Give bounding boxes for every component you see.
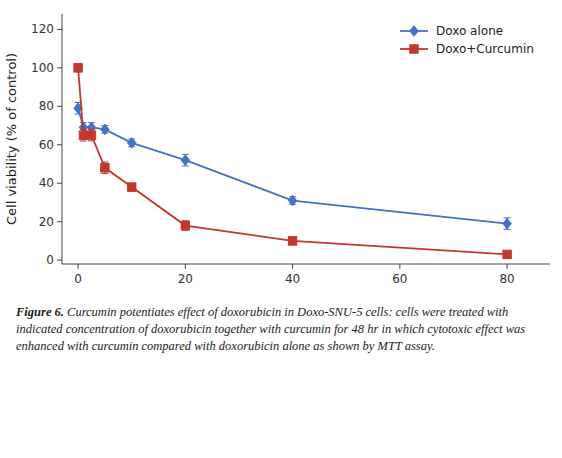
error-bar (80, 129, 87, 141)
x-tick-label: 20 (178, 272, 193, 286)
series-line (78, 68, 507, 255)
point (79, 131, 87, 139)
legend: Doxo alone Doxo+Curcumin (400, 24, 534, 56)
x-tick-label: 80 (499, 272, 514, 286)
error-bar (88, 129, 95, 141)
point (128, 183, 136, 191)
error-bar (75, 64, 82, 72)
y-tick-label: 120 (31, 22, 54, 36)
point (101, 164, 109, 172)
x-tick (185, 264, 186, 269)
error-bar (289, 237, 296, 245)
caption: Figure 6. Curcumin potentiates effect of… (16, 304, 548, 355)
caption-text: Curcumin potentiates effect of doxorubic… (16, 305, 525, 353)
y-tick (57, 183, 62, 184)
x-tick (507, 264, 508, 269)
error-bar (101, 162, 108, 174)
plot-area (74, 64, 511, 259)
y-tick (57, 144, 62, 145)
point (503, 218, 511, 229)
error-bar (182, 221, 189, 231)
y-tick-label: 20 (39, 215, 54, 229)
point (87, 131, 95, 139)
x-tick-label: 0 (74, 272, 82, 286)
series (74, 102, 511, 229)
error-bar (128, 183, 135, 191)
point (288, 237, 296, 245)
y-tick-label: 0 (46, 253, 54, 267)
x-tick-label: 60 (392, 272, 407, 286)
caption-text: Figure 6. (16, 305, 64, 319)
x-tick (399, 264, 400, 269)
y-tick (57, 29, 62, 30)
series-line (78, 108, 507, 223)
legend-marker (410, 26, 418, 37)
y-tick (57, 106, 62, 107)
error-bar (504, 218, 511, 230)
y-axis-label: Cell viability (% of control) (4, 53, 19, 225)
x-tick-label: 40 (285, 272, 300, 286)
y-axis (62, 14, 63, 264)
point (503, 250, 511, 258)
legend-marker (410, 45, 418, 53)
point (128, 138, 136, 149)
legend-label: Doxo+Curcumin (436, 42, 534, 56)
point (288, 195, 296, 206)
y-tick-label: 60 (39, 138, 54, 152)
x-tick (78, 264, 79, 269)
point (181, 155, 189, 166)
y-tick (57, 221, 62, 222)
y-tick-label: 40 (39, 176, 54, 190)
legend-label: Doxo alone (436, 24, 503, 38)
y-tick (57, 260, 62, 261)
error-bar (182, 154, 189, 166)
y-tick (57, 67, 62, 68)
y-tick-label: 80 (39, 99, 54, 113)
point (181, 221, 189, 229)
point (101, 124, 109, 135)
point (74, 64, 82, 72)
y-tick-label: 100 (31, 61, 54, 75)
x-axis (62, 264, 550, 265)
x-tick (292, 264, 293, 269)
series (74, 64, 511, 259)
chart: 0 20 40 60 80 0 20 40 60 80 100 120 Cell viability (… (0, 0, 562, 300)
